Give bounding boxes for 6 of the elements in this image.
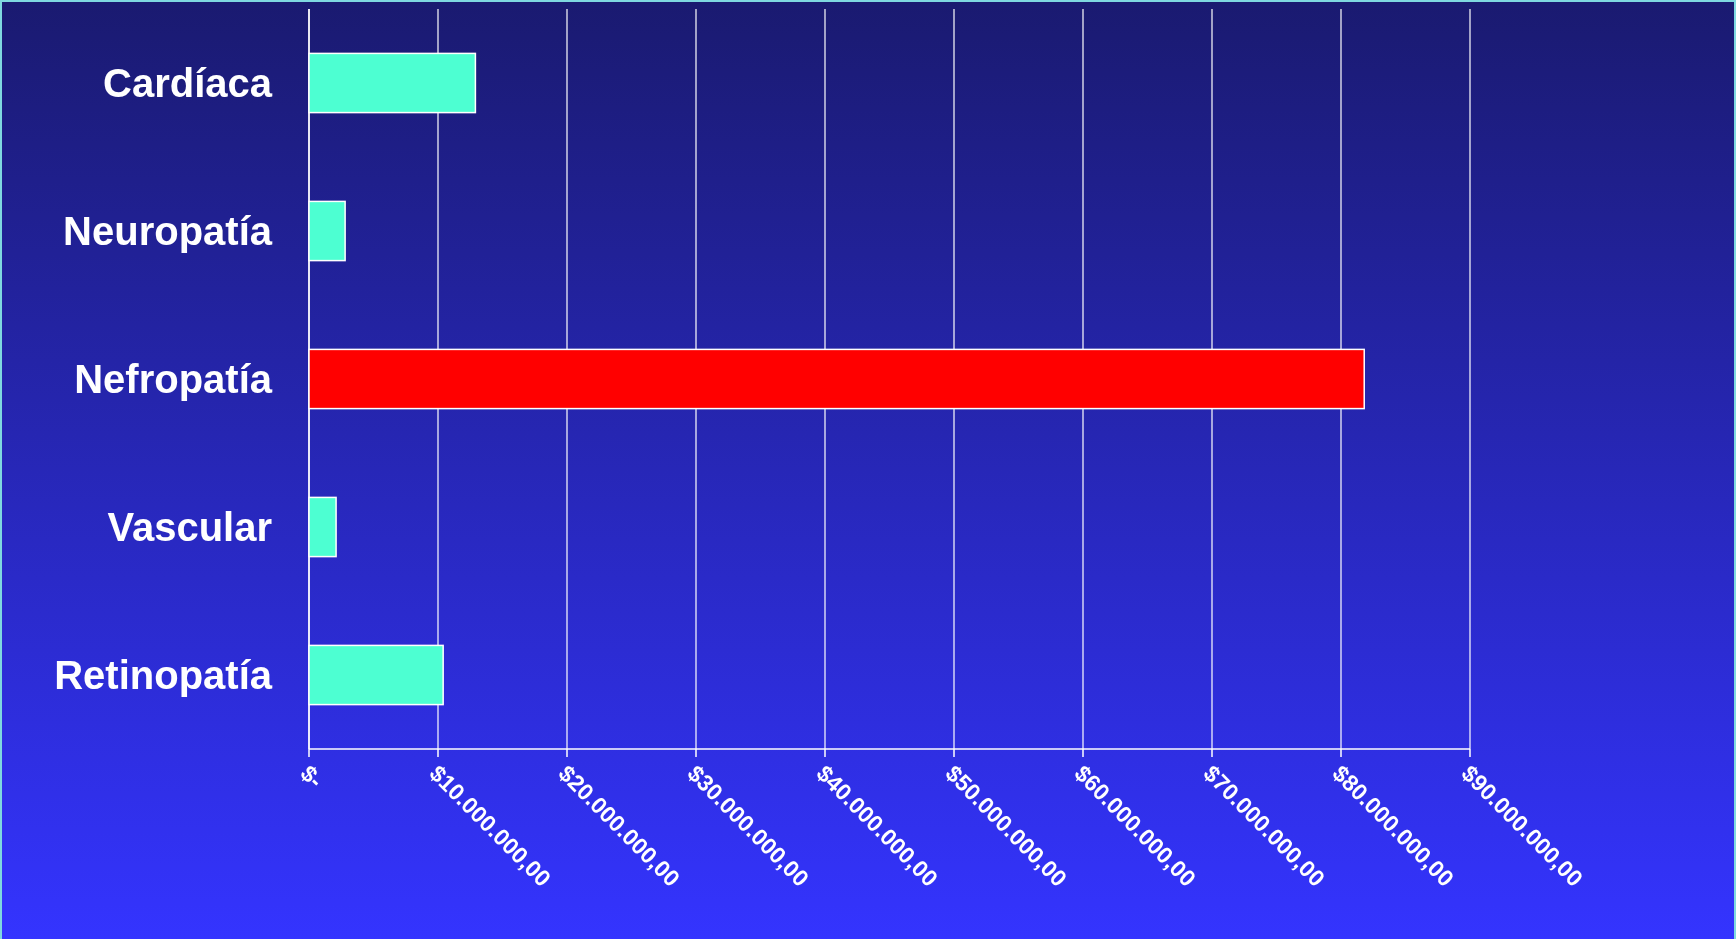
y-tick-label: Neuropatía [63, 209, 273, 253]
y-tick-label: Nefropatía [74, 357, 273, 401]
y-tick-label: Vascular [107, 505, 272, 549]
y-tick-label: Cardíaca [103, 61, 273, 105]
x-tick-label: $- [295, 760, 329, 793]
y-tick-label: Retinopatía [54, 653, 273, 697]
